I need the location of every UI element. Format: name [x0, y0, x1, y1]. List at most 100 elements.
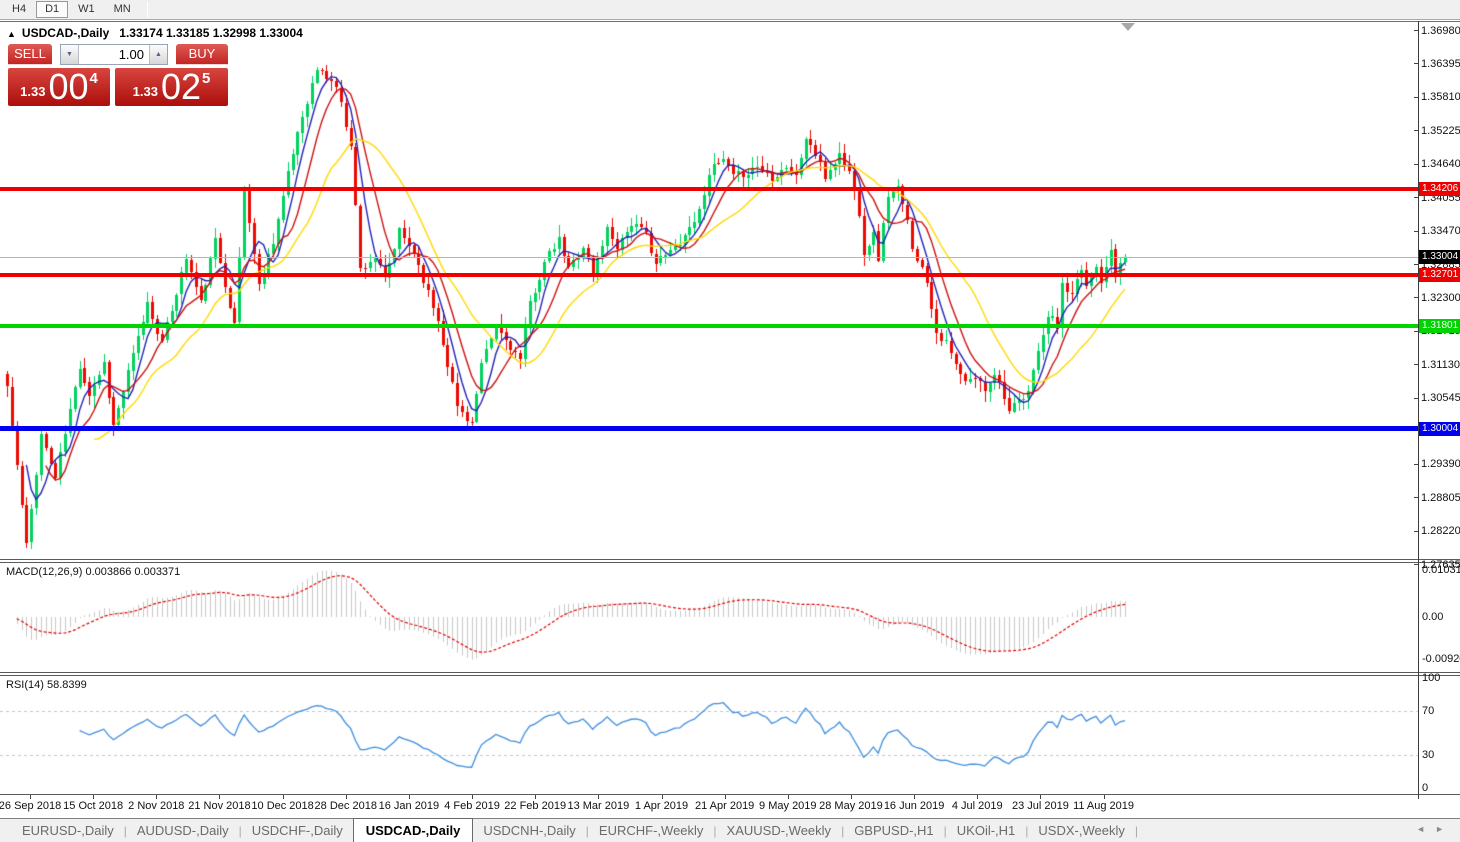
tick-mark-icon [1414, 130, 1418, 132]
horizontal-line-1.31801[interactable] [0, 323, 1418, 328]
tab-separator: | [1025, 824, 1029, 838]
tab-separator: | [585, 824, 589, 838]
tick-label: 1.34640 [1421, 158, 1460, 171]
tick-mark-icon [1414, 197, 1418, 199]
sell-price-big: 00 [48, 66, 89, 107]
tick-label: 1.28220 [1421, 525, 1460, 538]
time-axis-label: 1 Apr 2019 [634, 800, 689, 812]
chart-shift-marker-icon[interactable] [1121, 23, 1135, 31]
tab-scroll-right-icon[interactable]: ► [1435, 824, 1454, 834]
buy-price-pip: 5 [202, 70, 211, 87]
horizontal-line-1.32701[interactable] [0, 272, 1418, 277]
price-axis-tick: 1.34640 [1414, 158, 1460, 171]
sell-price-pip: 4 [89, 70, 98, 87]
price-axis-tick: 1.35810 [1414, 91, 1460, 104]
chart-tab-ukoil-h1[interactable]: UKOil-,H1 [956, 823, 1016, 838]
chart-tab-eurusd-daily[interactable]: EURUSD-,Daily [22, 823, 114, 838]
rsi-axis-label: 70 [1422, 705, 1435, 717]
tick-label: 1.36395 [1421, 57, 1460, 70]
volume-spinner: ▼ 1.00 ▲ [60, 44, 168, 65]
price-axis-tick: 1.30545 [1414, 392, 1460, 405]
tick-mark-icon [1414, 163, 1418, 165]
tick-label: 1.35225 [1421, 124, 1460, 137]
chart-tab-gbpusd-h1[interactable]: GBPUSD-,H1 [854, 823, 934, 838]
buy-price-prefix: 1.33 [132, 84, 158, 99]
timeframe-buttons: H4 D1 W1 MN [3, 1, 141, 18]
tick-label: 1.35810 [1421, 91, 1460, 104]
pane-divider[interactable] [0, 672, 1460, 673]
time-axis-tick [282, 795, 284, 799]
time-axis-tick [598, 795, 600, 799]
collapse-arrow-icon[interactable]: ▲ [7, 29, 16, 39]
timeframe-button-w1[interactable]: W1 [78, 3, 95, 15]
chart-tab-xauusd-weekly[interactable]: XAUUSD-,Weekly [726, 823, 832, 838]
rsi-label: RSI(14) 58.8399 [6, 679, 87, 691]
volume-input[interactable]: 1.00 [118, 47, 144, 62]
pane-divider[interactable] [0, 559, 1460, 560]
price-axis-tick: 1.31130 [1414, 358, 1460, 371]
chart-tab-usdcnh-daily[interactable]: USDCNH-,Daily [483, 823, 576, 838]
tick-mark-icon [1414, 297, 1418, 299]
time-axis-label: 23 Jul 2019 [1011, 800, 1069, 812]
buy-price-button[interactable]: 1.33 02 5 [115, 68, 228, 106]
tab-separator: | [123, 824, 127, 838]
price-axis-border [1418, 21, 1419, 799]
rsi-indicator-canvas[interactable] [0, 676, 1418, 794]
price-axis-tick: 1.33470 [1414, 225, 1460, 238]
chart-tab-usdcad-daily[interactable]: USDCAD-,Daily [352, 818, 474, 842]
tick-label: 1.36980 [1421, 24, 1460, 37]
horizontal-line-1.30004[interactable] [0, 426, 1418, 432]
horizontal-line-1.34206[interactable] [0, 186, 1418, 191]
price-chart-canvas[interactable] [0, 22, 1418, 559]
tick-mark-icon [1414, 230, 1418, 232]
tab-scroll-left-icon[interactable]: ◄ [1416, 824, 1436, 834]
time-axis-tick [914, 795, 916, 799]
time-axis-tick [156, 795, 158, 799]
macd-axis-label: 0.010311 [1422, 564, 1460, 576]
time-axis-tick [345, 795, 347, 799]
pane-divider[interactable] [0, 562, 1460, 563]
timeframe-button-d1[interactable]: D1 [36, 1, 69, 18]
price-level-badge: 1.34206 [1419, 181, 1460, 196]
price-axis-tick: 1.35225 [1414, 124, 1460, 137]
macd-axis-label: -0.009203 [1422, 652, 1460, 665]
time-axis-label: 11 Aug 2019 [1073, 800, 1135, 812]
time-axis-label: 22 Feb 2019 [504, 800, 567, 812]
price-axis-tick: 1.36395 [1414, 57, 1460, 70]
tick-mark-icon [1414, 463, 1418, 465]
chart-tab-audusd-daily[interactable]: AUDUSD-,Daily [136, 823, 229, 838]
tick-label: 1.27635 [1421, 558, 1460, 571]
pane-divider[interactable] [0, 675, 1460, 676]
time-axis-label: 28 Dec 2018 [314, 800, 377, 812]
sell-price-button[interactable]: 1.33 00 4 [8, 68, 110, 106]
time-axis-tick [535, 795, 537, 799]
timeframe-button-mn[interactable]: MN [113, 3, 131, 15]
tick-mark-icon [1414, 30, 1418, 31]
time-axis-tick [977, 795, 979, 799]
tick-mark-icon [1414, 96, 1418, 98]
volume-increase-icon[interactable]: ▲ [149, 45, 167, 64]
price-axis-tick: 1.28805 [1414, 491, 1460, 504]
macd-indicator-canvas[interactable] [0, 563, 1418, 672]
tab-scroll-arrows: ◄► [1416, 824, 1454, 834]
tab-separator: | [943, 824, 947, 838]
rsi-axis-label: 100 [1422, 672, 1441, 684]
buy-button[interactable]: BUY [176, 44, 228, 65]
chart-tab-eurchf-weekly[interactable]: EURCHF-,Weekly [598, 823, 704, 838]
chart-tab-usdx-weekly[interactable]: USDX-,Weekly [1038, 823, 1125, 838]
volume-decrease-icon[interactable]: ▼ [61, 45, 79, 64]
chart-bottom-border [0, 794, 1460, 795]
chart-tab-usdchf-daily[interactable]: USDCHF-,Daily [251, 823, 343, 838]
time-axis-label: 21 Nov 2018 [188, 800, 251, 812]
price-level-badge: 1.32701 [1419, 267, 1460, 282]
timeframe-button-h4[interactable]: H4 [12, 3, 27, 15]
current-price-badge: 1.33004 [1419, 250, 1460, 265]
one-click-trading-panel: SELL ▼ 1.00 ▲ BUY 1.33 00 4 1.33 02 5 [8, 44, 228, 106]
ohlc-quote-readout: 1.33174 1.33185 1.32998 1.33004 [119, 26, 303, 40]
sell-button[interactable]: SELL [8, 44, 52, 65]
tab-separator: | [238, 824, 242, 838]
time-axis-tick [30, 795, 31, 799]
time-axis-tick [1040, 795, 1042, 799]
tab-separator: | [713, 824, 717, 838]
timeframe-toolbar: H4 D1 W1 MN [0, 0, 1460, 20]
